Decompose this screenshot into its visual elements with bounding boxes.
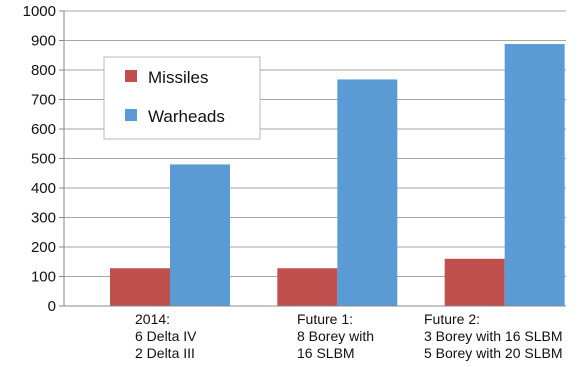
y-tick-label: 1000	[23, 3, 56, 20]
bar-warheads-0	[170, 164, 230, 306]
category-label-line: 16 SLBM	[297, 345, 355, 361]
category-label-line: 5 Borey with 20 SLBM	[424, 345, 563, 361]
y-tick-label: 0	[48, 298, 56, 315]
bar-warheads-2	[504, 44, 565, 306]
legend-swatch-warheads	[125, 109, 137, 121]
y-tick-label: 200	[31, 239, 56, 256]
legend: Missiles Warheads	[103, 56, 261, 140]
bar-missiles-2	[444, 258, 505, 306]
legend-swatch-missiles	[125, 70, 137, 82]
y-tick-label: 900	[31, 33, 56, 50]
y-tick-label: 400	[31, 180, 56, 197]
gridlines	[64, 10, 566, 277]
category-label-line: 2014:	[135, 311, 170, 327]
category-label-line: 8 Borey with	[297, 328, 374, 344]
legend-label-missiles: Missiles	[148, 68, 208, 87]
y-tick-label: 100	[31, 269, 56, 286]
bars	[110, 44, 565, 306]
category-labels: 2014: 6 Delta IV 2 Delta III Future 1: 8 Bor…	[135, 311, 563, 361]
category-label: Future 2: 3 Borey with 16 SLBM 5 Borey wit…	[424, 311, 563, 361]
category-label-line: Future 1:	[297, 311, 353, 327]
category-label-line: 6 Delta IV	[135, 328, 197, 344]
category-label: Future 1: 8 Borey with 16 SLBM	[297, 311, 374, 361]
bar-missiles-0	[110, 268, 170, 306]
y-axis-ticks: 0 100 200 300 400 500 600 700 800 900 1000	[23, 3, 64, 315]
legend-label-warheads: Warheads	[148, 107, 225, 126]
y-tick-label: 500	[31, 151, 56, 168]
y-tick-label: 700	[31, 92, 56, 109]
y-tick-label: 300	[31, 210, 56, 227]
category-label: 2014: 6 Delta IV 2 Delta III	[135, 311, 197, 361]
category-label-line: 3 Borey with 16 SLBM	[424, 328, 563, 344]
category-label-line: 2 Delta III	[135, 345, 195, 361]
y-tick-label: 600	[31, 121, 56, 138]
y-tick-label: 800	[31, 62, 56, 79]
category-label-line: Future 2:	[424, 311, 480, 327]
bar-warheads-1	[337, 79, 398, 306]
bar-missiles-1	[277, 268, 338, 306]
